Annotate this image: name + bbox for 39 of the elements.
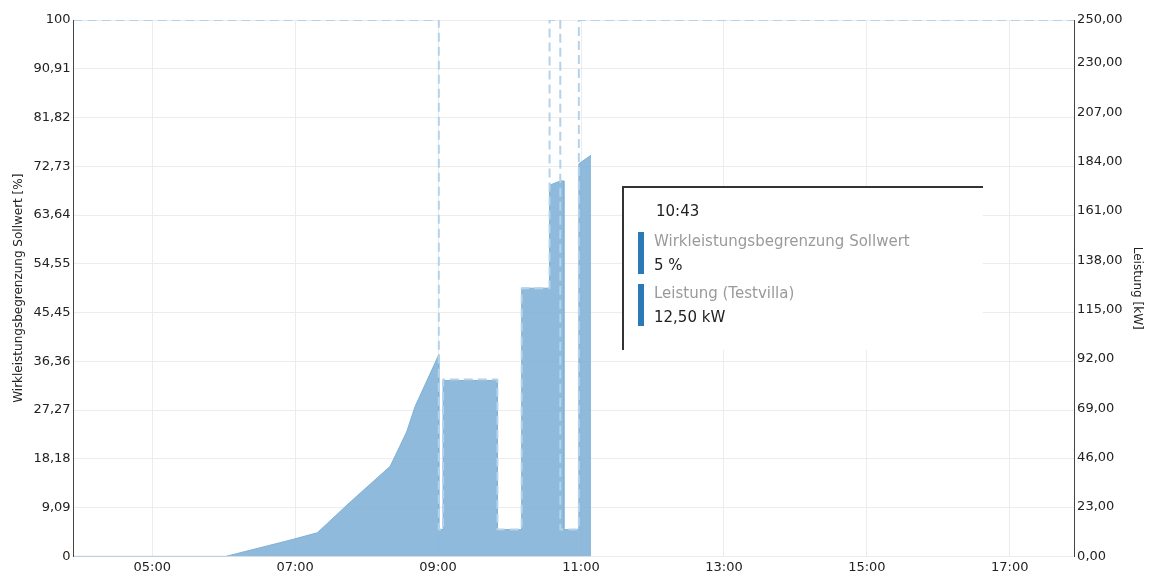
y2-tick-label: 138,00 <box>1077 251 1123 267</box>
y2-tick-label: 46,00 <box>1077 449 1115 465</box>
y-tick-label: 90,91 <box>33 60 71 76</box>
x-tick-label: 09:00 <box>419 558 457 574</box>
y-tick-label: 72,73 <box>33 157 71 173</box>
y-axis-title: Wirkleistungsbegrenzung Sollwert [%] <box>11 173 26 403</box>
y-tick-label: 9,09 <box>41 499 71 515</box>
x-tick-label: 11:00 <box>562 558 600 574</box>
y-tick-label: 36,36 <box>33 352 71 368</box>
y2-tick-label: 161,00 <box>1077 202 1123 218</box>
x-tick-label: 13:00 <box>705 558 743 574</box>
x-tick-label: 15:00 <box>848 558 886 574</box>
y2-tick-label: 184,00 <box>1077 152 1123 168</box>
y-tick-label: 63,64 <box>33 206 71 222</box>
y-tick-label: 54,55 <box>33 255 71 271</box>
y2-tick-label: 230,00 <box>1077 54 1123 70</box>
y-tick-label: 18,18 <box>33 450 71 466</box>
y2-tick-label: 207,00 <box>1077 103 1123 119</box>
x-tick-label: 05:00 <box>133 558 171 574</box>
line-series <box>73 20 1075 531</box>
annotation: Wirkleistungsbegrenzung Sollwert <box>654 232 910 250</box>
y2-axis-title: Leistung [kW] <box>1130 246 1145 330</box>
y2-tick-label: 115,00 <box>1077 301 1123 317</box>
x-tick-label: 07:00 <box>276 558 314 574</box>
annotation: 5 % <box>654 256 684 274</box>
y2-tick-label: 250,00 <box>1077 11 1123 27</box>
x-tick-label: 17:00 <box>991 558 1029 574</box>
y-tick-label: 27,27 <box>33 401 71 417</box>
annotation: Leistung (Testvilla) <box>654 284 795 302</box>
annotation: 12,50 kW <box>654 308 727 326</box>
y2-tick-label: 0,00 <box>1077 547 1107 563</box>
y-tick-label: 81,82 <box>33 108 71 124</box>
y2-tick-label: 92,00 <box>1077 350 1115 366</box>
y2-tick-label: 69,00 <box>1077 399 1115 415</box>
y-tick-label: 100 <box>45 11 71 27</box>
y2-tick-label: 23,00 <box>1077 498 1115 514</box>
y-tick-label: 0 <box>62 547 71 563</box>
annotation: 10:43 <box>656 202 701 220</box>
y-tick-label: 45,45 <box>33 303 71 319</box>
